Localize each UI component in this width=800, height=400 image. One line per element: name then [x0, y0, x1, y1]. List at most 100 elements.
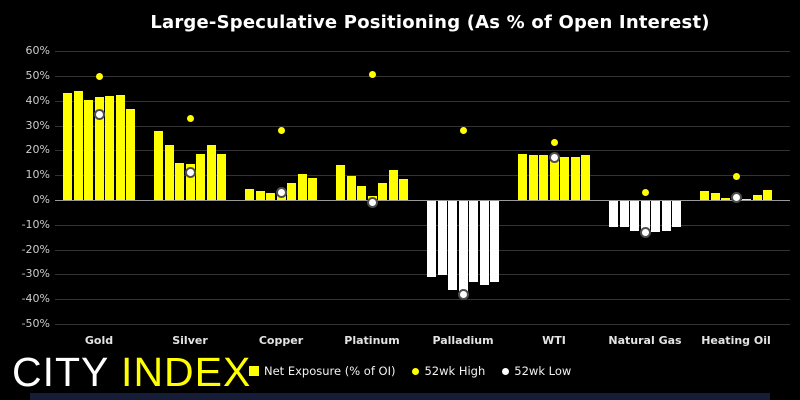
low-52wk-dot [548, 152, 560, 164]
net-exposure-bar [95, 97, 104, 200]
net-exposure-bar [347, 176, 356, 200]
net-exposure-bar [550, 158, 559, 200]
zero-axis-line [55, 200, 790, 201]
gridline [55, 225, 790, 226]
net-exposure-bar [490, 201, 499, 282]
net-exposure-bar [742, 199, 751, 200]
y-tick-label: -20% [21, 243, 50, 256]
gridline [55, 126, 790, 127]
high-52wk-dot [641, 189, 649, 197]
net-exposure-bar [711, 193, 720, 200]
legend-label: Net Exposure (% of OI) [264, 364, 396, 378]
high-52wk-dot [186, 114, 194, 122]
y-tick-label: -10% [21, 218, 50, 231]
logo-city-text: CITY [12, 349, 122, 395]
net-exposure-bar [700, 191, 709, 200]
net-exposure-bar [630, 201, 639, 231]
y-tick-label: 0% [32, 193, 50, 206]
net-exposure-bar [84, 100, 93, 200]
net-exposure-bar [154, 131, 163, 200]
net-exposure-bar [196, 154, 205, 200]
net-exposure-bar [763, 190, 772, 200]
gridline [55, 250, 790, 251]
city-index-logo: CITY INDEX [12, 352, 251, 393]
net-exposure-bar [63, 93, 72, 200]
high-52wk-dot [459, 127, 467, 135]
net-exposure-bar [672, 201, 681, 227]
net-exposure-bar [459, 201, 468, 294]
net-exposure-bar [641, 201, 650, 232]
logo-index-text: INDEX [121, 349, 252, 395]
net-exposure-bar [378, 183, 387, 200]
bottom-accent-strip [30, 393, 770, 400]
net-exposure-bar [480, 201, 489, 285]
net-exposure-bar [529, 155, 538, 200]
category-label: Heating Oil [701, 334, 771, 347]
net-exposure-bar [298, 174, 307, 200]
low-52wk-dot [184, 167, 196, 179]
net-exposure-bar [662, 201, 671, 231]
net-exposure-bar [609, 201, 618, 227]
net-exposure-bar [357, 186, 366, 200]
category-label: Palladium [432, 334, 494, 347]
legend-label: 52wk Low [514, 364, 572, 378]
net-exposure-bar [217, 154, 226, 200]
net-exposure-bar [560, 157, 569, 200]
y-tick-label: 20% [25, 143, 50, 156]
high-dot-icon [412, 367, 420, 375]
low-52wk-dot [275, 187, 287, 199]
category-label: Copper [258, 334, 304, 347]
net-exposure-bar [539, 155, 548, 200]
y-tick-label: -50% [21, 317, 50, 330]
net-exposure-bar [207, 145, 216, 200]
chart-legend: Net Exposure (% of OI) 52wk High 52wk Lo… [249, 364, 571, 378]
net-exposure-bar [651, 201, 660, 232]
y-tick-label: 50% [25, 69, 50, 82]
net-exposure-bar [721, 198, 730, 200]
net-exposure-bar [469, 201, 478, 282]
net-exposure-bar [518, 154, 527, 200]
gridline [55, 101, 790, 102]
net-exposure-bar [308, 178, 317, 200]
low-52wk-dot [93, 108, 105, 120]
gridline [55, 175, 790, 176]
legend-item-net-exposure: Net Exposure (% of OI) [249, 364, 395, 378]
legend-item-52wk-high: 52wk High [412, 364, 485, 378]
low-52wk-dot [639, 226, 651, 238]
high-52wk-dot [550, 139, 558, 147]
net-exposure-bar [753, 195, 762, 200]
net-exposure-bar [165, 145, 174, 200]
net-exposure-bar [105, 96, 114, 200]
net-exposure-swatch-icon [249, 366, 259, 376]
category-label: Gold [84, 334, 114, 347]
gridline [55, 51, 790, 52]
y-tick-label: 40% [25, 94, 50, 107]
net-exposure-bar [448, 201, 457, 290]
net-exposure-bar [116, 95, 125, 200]
net-exposure-bar [438, 201, 447, 275]
gridline [55, 274, 790, 275]
low-52wk-dot [730, 192, 742, 204]
gridline [55, 324, 790, 325]
high-52wk-dot [732, 172, 740, 180]
y-tick-label: 60% [25, 44, 50, 57]
net-exposure-bar [256, 191, 265, 200]
gridline [55, 299, 790, 300]
y-tick-label: -30% [21, 267, 50, 280]
net-exposure-bar [186, 164, 195, 200]
gridline [55, 76, 790, 77]
net-exposure-bar [581, 155, 590, 200]
y-tick-label: -40% [21, 292, 50, 305]
low-52wk-dot [366, 196, 378, 208]
legend-item-52wk-low: 52wk Low [502, 364, 571, 378]
net-exposure-bar [620, 201, 629, 227]
y-tick-label: 30% [25, 119, 50, 132]
low-52wk-dot [457, 288, 469, 300]
net-exposure-bar [175, 163, 184, 200]
net-exposure-bar [287, 183, 296, 200]
net-exposure-bar [336, 165, 345, 200]
category-label: Silver [172, 334, 208, 347]
category-label: Platinum [344, 334, 400, 347]
high-52wk-dot [368, 71, 376, 79]
category-label: WTI [542, 334, 566, 347]
